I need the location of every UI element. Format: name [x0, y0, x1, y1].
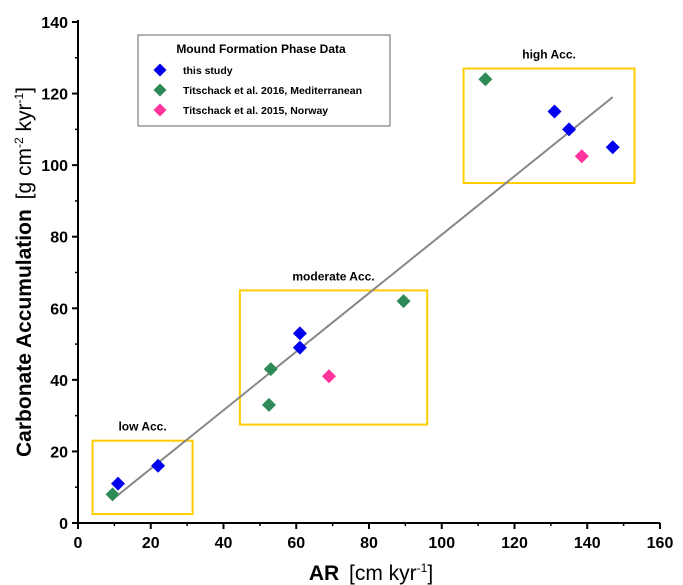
x-tick-label-0: 0	[74, 535, 83, 552]
y-tick-label-140: 140	[41, 15, 68, 32]
region-label-0: low Acc.	[118, 420, 166, 434]
point-series1-3	[396, 294, 411, 309]
legend-marker-2	[153, 103, 167, 117]
y-tick-label-0: 0	[59, 516, 68, 533]
axes-layer: 0 20 40 60 80 100 120 140 160 0 20 40 60 80 100 120 140	[41, 15, 673, 552]
point-series2-0	[321, 369, 336, 384]
regions-layer: low Acc. moderate Acc. high Acc.	[91, 48, 636, 516]
x-axis-title: AR [cm kyr-1]	[309, 561, 433, 585]
point-series0-6	[605, 140, 620, 155]
legend-marker-0	[153, 63, 167, 77]
point-series1-0	[105, 487, 120, 502]
y-tick-label-40: 40	[50, 373, 68, 390]
point-series0-5	[562, 122, 577, 137]
y-tick-label-80: 80	[50, 230, 68, 247]
point-series1-2	[261, 397, 276, 412]
trendline	[113, 96, 614, 499]
y-tick-label-100: 100	[41, 158, 68, 175]
x-tick-label-100: 100	[428, 535, 455, 552]
legend-marker-1	[153, 83, 167, 97]
legend-label-0: this study	[183, 65, 233, 77]
y-axis-title: Carbonate Accumulation [g cm-2 kyr-1]	[12, 87, 36, 457]
legend-label-1: Titschack et al. 2016, Mediterranean	[183, 85, 362, 97]
x-tick-label-160: 160	[647, 535, 674, 552]
trendline-layer	[113, 96, 614, 499]
region-box-2	[462, 67, 636, 185]
y-tick-label-120: 120	[41, 87, 68, 104]
region-box-1	[238, 289, 429, 426]
x-tick-label-80: 80	[360, 535, 378, 552]
point-series0-4	[547, 104, 562, 119]
x-tick-label-40: 40	[215, 535, 233, 552]
point-series0-3	[292, 340, 307, 355]
point-series0-0	[111, 476, 126, 491]
point-series1-4	[478, 72, 493, 87]
y-tick-label-60: 60	[50, 301, 68, 318]
point-series0-1	[151, 458, 166, 473]
legend: Mound Formation Phase Data this study Tits…	[137, 34, 391, 127]
region-label-1: moderate Acc.	[292, 269, 374, 283]
x-tick-label-20: 20	[142, 535, 160, 552]
region-box-0	[91, 439, 194, 516]
legend-label-2: Titschack et al. 2015, Norway	[183, 105, 328, 117]
point-series1-1	[263, 362, 278, 377]
region-label-2: high Acc.	[522, 48, 576, 62]
point-series2-1	[574, 149, 589, 164]
points-layer	[105, 72, 620, 502]
y-tick-label-20: 20	[50, 444, 68, 461]
x-tick-label-120: 120	[501, 535, 528, 552]
x-tick-label-140: 140	[574, 535, 601, 552]
legend-title: Mound Formation Phase Data	[176, 42, 346, 56]
x-tick-label-60: 60	[287, 535, 305, 552]
point-series0-2	[292, 326, 307, 341]
legend-box	[137, 34, 391, 127]
